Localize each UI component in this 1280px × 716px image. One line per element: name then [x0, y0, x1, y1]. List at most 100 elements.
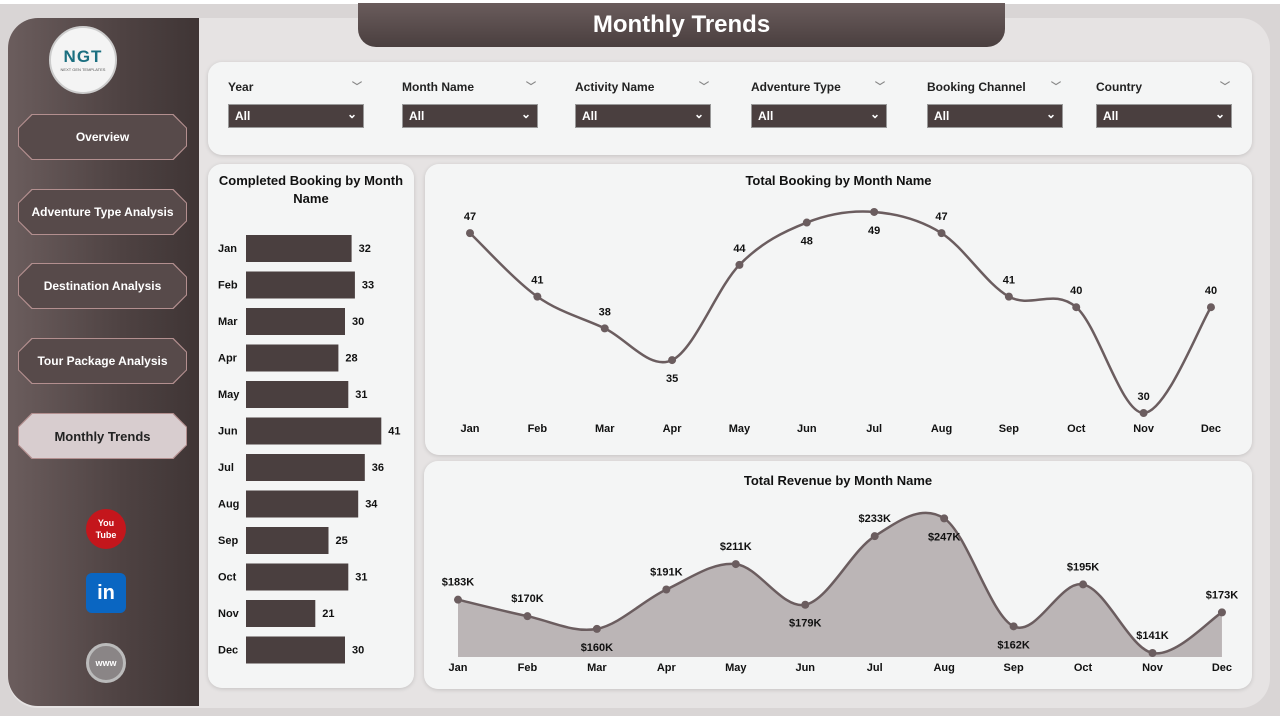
revenue-data-label: $191K [650, 567, 682, 579]
filter-label-text: Country [1096, 80, 1142, 94]
filter-panel [208, 62, 1252, 155]
bar-category-label: Jan [218, 243, 237, 255]
filter-label: Activity Name ﹀ [575, 80, 711, 96]
x-axis-tick-label: Jun [795, 662, 815, 674]
bar-apr [246, 344, 339, 372]
filter-month-name[interactable]: Month Name ﹀ All ⌄ [402, 80, 538, 128]
filter-label-text: Adventure Type [751, 80, 841, 94]
bar-category-label: Jun [218, 426, 238, 438]
chevron-down-icon[interactable]: ﹀ [526, 82, 536, 93]
revenue-point-jan [454, 595, 462, 604]
bar-value-label: 34 [365, 499, 378, 511]
revenue-data-label: $179K [789, 618, 821, 630]
x-axis-tick-label: Feb [518, 662, 538, 674]
linkedin-icon[interactable]: in [86, 573, 126, 613]
filter-dropdown[interactable]: All ⌄ [927, 104, 1063, 128]
page-title: Monthly Trends [358, 3, 1005, 47]
bar-category-label: Feb [218, 280, 238, 292]
chevron-down-icon[interactable]: ﹀ [352, 82, 362, 93]
booking-point-apr [668, 356, 677, 365]
revenue-data-label: $233K [858, 513, 890, 525]
nav-tour-package-analysis[interactable]: Tour Package Analysis [18, 338, 187, 384]
booking-point-jun [802, 218, 811, 227]
booking-data-label: 49 [868, 225, 880, 237]
revenue-point-oct [1079, 580, 1088, 589]
chevron-down-icon: ⌄ [869, 107, 880, 121]
filter-activity-name[interactable]: Activity Name ﹀ All ⌄ [575, 80, 711, 128]
filter-value: All [1103, 109, 1119, 123]
bar-dec [246, 636, 345, 664]
bar-value-label: 28 [345, 353, 357, 365]
nav-destination-analysis[interactable]: Destination Analysis [18, 263, 187, 309]
booking-point-sep [1004, 292, 1013, 301]
filter-label: Year ﹀ [228, 80, 364, 96]
nav-overview[interactable]: Overview [18, 114, 187, 160]
filter-country[interactable]: Country ﹀ All ⌄ [1096, 80, 1232, 128]
x-axis-tick-label: Apr [657, 662, 677, 674]
chevron-down-icon[interactable]: ﹀ [875, 82, 885, 93]
bar-value-label: 30 [352, 316, 364, 328]
ngt-logo: NGT NEXT GEN TEMPLATES [49, 26, 117, 94]
revenue-point-apr [662, 585, 671, 594]
booking-data-label: 48 [801, 236, 813, 248]
nav-adventure-type-analysis[interactable]: Adventure Type Analysis [18, 189, 187, 235]
bar-value-label: 32 [359, 243, 371, 255]
bar-may [246, 381, 349, 408]
booking-point-jan [466, 229, 474, 238]
filter-booking-channel[interactable]: Booking Channel ﹀ All ⌄ [927, 80, 1063, 128]
x-axis-tick-label: Jan [449, 662, 468, 674]
x-axis-tick-label: Feb [528, 423, 548, 435]
revenue-point-jun [801, 600, 810, 609]
revenue-point-mar [592, 624, 601, 633]
chevron-down-icon[interactable]: ﹀ [699, 82, 709, 93]
bar-value-label: 33 [362, 280, 374, 292]
filter-label-text: Year [228, 80, 254, 94]
bar-category-label: Dec [218, 645, 238, 657]
booking-data-label: 38 [599, 306, 611, 318]
bar-chart-title: Completed Booking by Month Name [218, 173, 404, 206]
bar-value-label: 36 [372, 462, 384, 474]
filter-dropdown[interactable]: All ⌄ [1096, 104, 1232, 128]
bar-jun [246, 417, 382, 445]
chevron-down-icon[interactable]: ﹀ [1220, 82, 1230, 93]
booking-data-label: 41 [531, 275, 543, 287]
filter-value: All [582, 109, 598, 123]
nav-label: Overview [19, 115, 186, 159]
revenue-area-fill [458, 512, 1222, 657]
window-top-strip [0, 0, 1280, 4]
line-chart-title: Total Booking by Month Name [745, 173, 932, 188]
globe-icon[interactable]: www [86, 643, 126, 683]
chevron-down-icon[interactable]: ﹀ [1051, 82, 1061, 93]
revenue-data-label: $247K [928, 531, 960, 543]
revenue-point-dec [1217, 608, 1226, 617]
x-axis-tick-label: Aug [931, 423, 952, 435]
nav-monthly-trends[interactable]: Monthly Trends [18, 413, 187, 459]
x-axis-tick-label: May [725, 662, 747, 674]
filter-adventure-type[interactable]: Adventure Type ﹀ All ⌄ [751, 80, 887, 128]
booking-data-label: 40 [1205, 285, 1217, 297]
x-axis-tick-label: Dec [1201, 423, 1221, 435]
bar-category-label: Jul [218, 462, 234, 474]
filter-dropdown[interactable]: All ⌄ [402, 104, 538, 128]
chevron-down-icon: ⌄ [520, 107, 531, 121]
x-axis-tick-label: Nov [1133, 423, 1155, 435]
filter-value: All [409, 109, 425, 123]
globe-label: www [95, 658, 117, 668]
booking-point-feb [533, 292, 542, 301]
filter-label: Adventure Type ﹀ [751, 80, 887, 96]
x-axis-tick-label: May [729, 423, 751, 435]
filter-year[interactable]: Year ﹀ All ⌄ [228, 80, 364, 128]
x-axis-tick-label: Nov [1142, 662, 1164, 674]
bar-nov [246, 600, 316, 627]
chevron-down-icon: ⌄ [346, 107, 357, 121]
filter-dropdown[interactable]: All ⌄ [575, 104, 711, 128]
x-axis-tick-label: Jul [866, 423, 882, 435]
youtube-icon[interactable]: You Tube [86, 509, 126, 549]
booking-data-label: 47 [935, 211, 947, 223]
x-axis-tick-label: Apr [663, 423, 683, 435]
logo-subtext: NEXT GEN TEMPLATES [60, 67, 106, 72]
bar-value-label: 21 [322, 608, 334, 620]
filter-dropdown[interactable]: All ⌄ [228, 104, 364, 128]
filter-dropdown[interactable]: All ⌄ [751, 104, 887, 128]
